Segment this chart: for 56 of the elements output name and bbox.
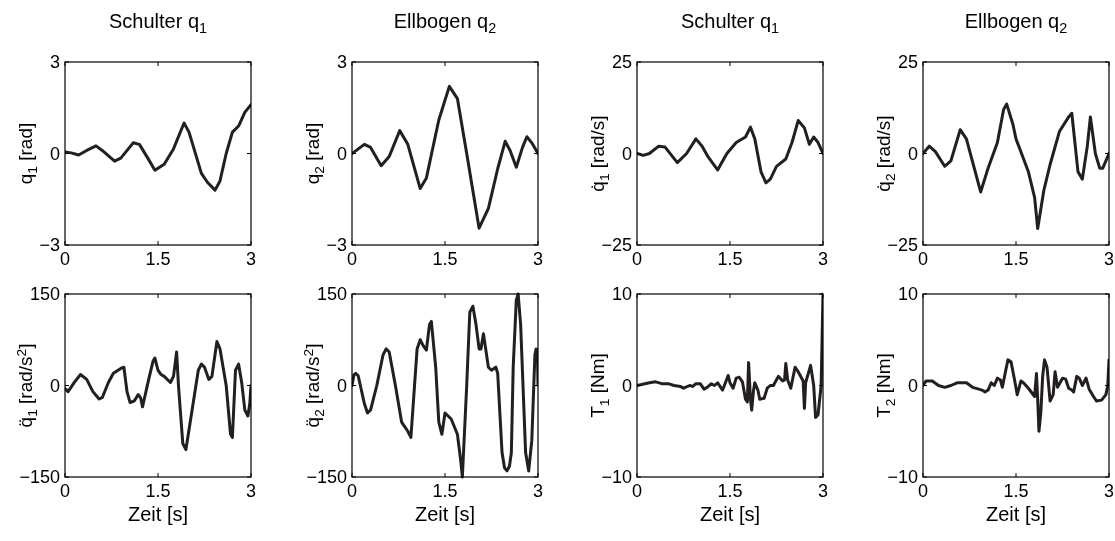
y-tick-label: −10 — [601, 467, 632, 487]
x-tick-label: 3 — [532, 249, 544, 269]
y-tick-label: 0 — [621, 375, 632, 396]
line-series — [65, 340, 251, 452]
x-tick-label: 1.5 — [432, 481, 458, 501]
y-tick-label: 0 — [49, 375, 60, 396]
y-tick-label: −3 — [326, 235, 347, 255]
line-series — [65, 103, 251, 192]
x-tick-label: 1.5 — [717, 249, 743, 269]
y-tick-label: 25 — [897, 52, 918, 72]
x-axis-title: Zeit [s] — [127, 503, 189, 525]
chart-title: Ellbogen q$_{2}$ — [964, 10, 1068, 36]
x-tick-label: 3 — [245, 249, 257, 269]
y-tick-label: 150 — [316, 284, 347, 304]
y-tick-label: 0 — [907, 375, 918, 396]
y-tick-label: −150 — [306, 467, 347, 487]
y-tick-label: 25 — [611, 52, 632, 72]
x-tick-label: 1.5 — [1003, 249, 1029, 269]
y-tick-label: 10 — [611, 284, 632, 304]
chart-title: Ellbogen q$_{2}$ — [393, 10, 497, 36]
y-tick-label: −150 — [19, 467, 60, 487]
y-tick-label: −10 — [887, 467, 918, 487]
x-tick-label: 3 — [245, 481, 257, 501]
x-tick-label: 1.5 — [432, 249, 458, 269]
x-tick-label: 3 — [817, 481, 829, 501]
y-tick-label: 0 — [621, 143, 632, 164]
y-tick-label: 3 — [336, 52, 347, 72]
y-tick-label: −25 — [887, 235, 918, 255]
x-axis-title: Zeit [s] — [414, 503, 476, 525]
y-tick-label: 10 — [897, 284, 918, 304]
line-series — [637, 292, 823, 420]
x-tick-label: 3 — [1103, 481, 1115, 501]
y-tick-label: 0 — [49, 143, 60, 164]
y-tick-label: 0 — [907, 143, 918, 164]
x-tick-label: 3 — [532, 481, 544, 501]
x-axis-title: Zeit [s] — [699, 503, 761, 525]
line-series — [923, 102, 1109, 231]
chart-title: Schulter q$_{1}$ — [680, 10, 780, 36]
x-axis-title: Zeit [s] — [985, 503, 1047, 525]
y-tick-label: 3 — [49, 52, 60, 72]
x-tick-label: 3 — [1103, 249, 1115, 269]
x-tick-label: 1.5 — [1003, 481, 1029, 501]
y-tick-label: 0 — [336, 375, 347, 396]
line-series — [352, 84, 538, 230]
y-tick-label: 150 — [29, 284, 60, 304]
x-tick-label: 1.5 — [145, 249, 171, 269]
line-series — [352, 292, 538, 479]
y-tick-label: −25 — [601, 235, 632, 255]
chart-title: Schulter q$_{1}$ — [108, 10, 208, 36]
x-tick-label: 1.5 — [717, 481, 743, 501]
x-tick-label: 1.5 — [145, 481, 171, 501]
x-tick-label: 3 — [817, 249, 829, 269]
line-series — [637, 119, 823, 185]
y-tick-label: 0 — [336, 143, 347, 164]
y-tick-label: −3 — [39, 235, 60, 255]
line-series — [923, 358, 1109, 433]
